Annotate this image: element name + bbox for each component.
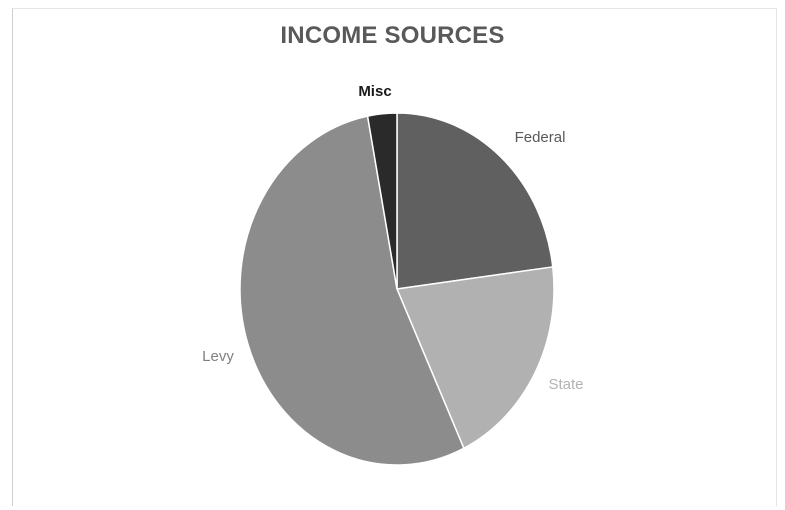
chart-title: INCOME SOURCES bbox=[280, 22, 505, 49]
data-label-levy: Levy bbox=[202, 348, 234, 365]
pie-slice-misc bbox=[366, 112, 398, 290]
pie-slice-state bbox=[395, 266, 555, 450]
data-label-federal: Federal bbox=[515, 129, 566, 146]
pie-slice-levy bbox=[239, 115, 465, 466]
pie-labels: Federal State Levy Misc bbox=[202, 83, 583, 393]
data-label-misc: Misc bbox=[358, 83, 391, 100]
pie-slices bbox=[239, 112, 555, 466]
pie-slice-federal bbox=[396, 112, 554, 290]
data-label-state: State bbox=[548, 376, 583, 393]
